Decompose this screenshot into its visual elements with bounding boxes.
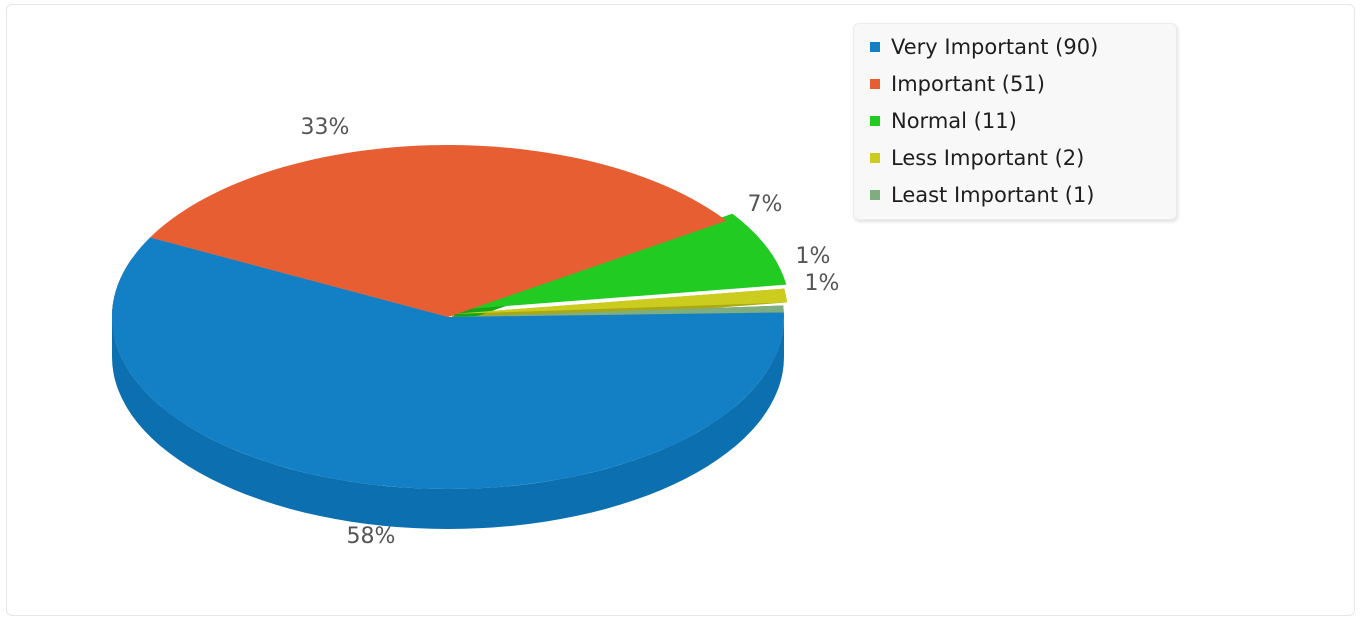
pie-labels: 58% 33% 7% 1%1%	[301, 115, 840, 549]
pie-percent-label: 1%	[805, 271, 840, 296]
legend-item-less-important[interactable]: Less Important (2)	[870, 139, 1176, 176]
pie-percent-label: 7%	[748, 192, 783, 217]
chart-legend: Very Important (90) Important (51) Norma…	[853, 23, 1177, 220]
legend-swatch	[870, 152, 880, 163]
legend-swatch	[870, 41, 880, 52]
pie-percent-label: 1%	[796, 244, 831, 269]
legend-swatch	[870, 78, 880, 89]
pie-slice-side-very-important	[112, 317, 784, 529]
pie-percent-label: 33%	[301, 115, 350, 140]
pie-percent-label: 58%	[347, 524, 396, 549]
pie-chart: 58% 33% 7% 1%1%	[112, 115, 840, 549]
legend-item-least-important[interactable]: Least Important (1)	[870, 176, 1176, 213]
legend-swatch	[870, 189, 880, 200]
pie-slice-least-important[interactable]	[448, 305, 784, 317]
legend-label: Less Important (2)	[891, 145, 1085, 170]
legend-label: Important (51)	[891, 71, 1045, 96]
chart-panel: 58% 33% 7% 1% 1% Very Important (90) Importa…	[6, 4, 1355, 616]
legend-label: Very Important (90)	[891, 34, 1099, 59]
legend-item-very-important[interactable]: Very Important (90)	[870, 28, 1176, 65]
legend-label: Normal (11)	[891, 108, 1017, 133]
pie-slice-less-important[interactable]	[452, 288, 788, 314]
pie-slice-important[interactable]	[150, 145, 727, 317]
legend-item-normal[interactable]: Normal (11)	[870, 102, 1176, 139]
legend-swatch	[870, 115, 880, 126]
legend-label: Least Important (1)	[891, 182, 1095, 207]
legend-item-important[interactable]: Important (51)	[870, 65, 1176, 102]
pie-tops	[112, 145, 788, 489]
pie-slice-very-important[interactable]	[112, 237, 784, 489]
